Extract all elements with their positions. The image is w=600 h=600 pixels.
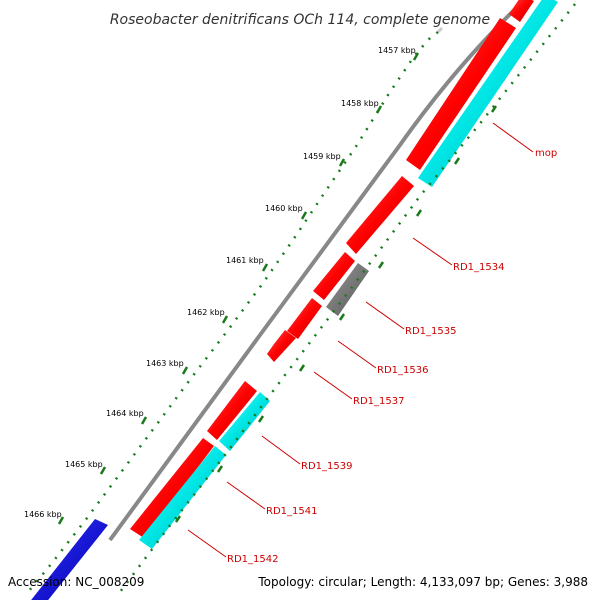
gene-feature [406,18,516,170]
tick-label: 1464 kbp [106,409,144,418]
forward-strand [130,0,534,538]
tick-mark [453,157,461,165]
tick-label: 1460 kbp [265,204,303,213]
gene-feature [267,330,296,362]
gene-feature [219,392,270,451]
tick-mark [300,211,308,220]
gene-feature [139,446,226,549]
tick-label: 1457 kbp [378,46,416,55]
leader-line [187,529,227,558]
leader-line [261,435,301,465]
gene-feature [326,263,369,316]
genome-backbone [108,0,528,542]
gene-label-rd1-1536: RD1_1536 [377,365,428,376]
tick-mark [412,52,420,61]
tick-labels: 1457 kbp 1458 kbp 1459 kbp 1460 kbp 1461… [24,46,416,519]
gene-label-rd1-1534: RD1_1534 [453,262,504,273]
gene-feature [130,438,214,538]
tick-label: 1466 kbp [24,510,62,519]
inner-ruler-dots [119,3,576,593]
gene-feature [207,381,257,440]
inner-ticks [174,105,498,523]
accession-text: Accession: NC_008209 [8,575,144,589]
tick-mark [377,261,385,269]
tick-mark [490,105,498,113]
tick-label: 1463 kbp [146,359,184,368]
gene-label-mop: mop [535,148,557,159]
summary-text: Topology: circular; Length: 4,133,097 bp… [257,575,588,589]
tick-label: 1461 kbp [226,256,264,265]
gene-feature [287,298,322,339]
tick-label: 1462 kbp [187,308,225,317]
ruler-end [436,26,444,34]
leader-line [226,481,266,510]
ruler-dots [27,31,439,593]
tick-label: 1458 kbp [341,99,379,108]
tick-mark [174,515,182,523]
tick-mark [338,158,346,167]
gene-feature [346,176,414,254]
tick-label: 1459 kbp [303,152,341,161]
leader-line [492,122,534,153]
tick-label: 1465 kbp [65,460,103,469]
gene-labels: mop RD1_1534 RD1_1535 RD1_1536 RD1_1537 … [227,148,557,565]
tick-mark [257,415,265,423]
tick-mark [140,416,148,425]
gene-feature [418,0,558,187]
gene-label-rd1-1535: RD1_1535 [405,326,456,337]
leader-line [365,301,405,330]
reverse-strand [31,0,558,600]
map-title: Roseobacter denitrificans OCh 114, compl… [110,12,490,28]
leader-line [313,371,353,400]
leader-line [412,237,453,266]
gene-feature [509,0,534,22]
tick-mark [181,366,189,375]
tick-mark [415,209,423,217]
tick-mark [298,364,306,372]
label-leaders [187,122,534,558]
gene-label-rd1-1537: RD1_1537 [353,396,404,407]
tick-mark [57,516,65,525]
gene-feature [31,519,108,600]
gene-label-rd1-1542: RD1_1542 [227,554,278,565]
gene-label-rd1-1539: RD1_1539 [301,461,352,472]
tick-mark [375,105,383,114]
tick-mark [261,263,269,272]
gene-feature [313,252,355,300]
tick-mark [338,313,346,321]
tick-mark [216,465,224,473]
major-ticks [57,52,420,525]
gene-label-rd1-1541: RD1_1541 [266,506,317,517]
tick-mark [99,466,107,475]
tick-mark [221,315,229,324]
leader-line [337,340,377,369]
